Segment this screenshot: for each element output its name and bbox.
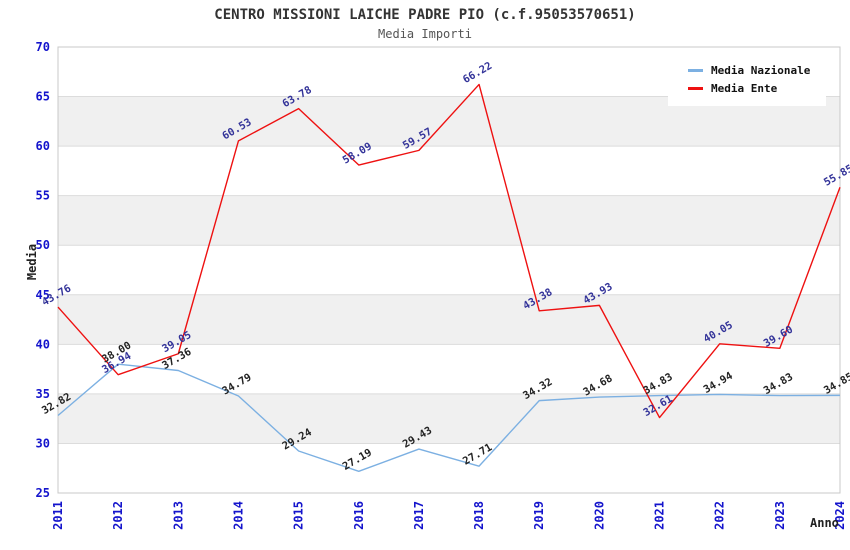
x-tick-label: 2016 [352, 501, 366, 530]
background-band [58, 195, 840, 246]
background-band [58, 393, 840, 444]
y-tick-label: 30 [36, 436, 50, 450]
data-point-label: 55.85 [822, 163, 850, 189]
x-tick-label: 2024 [833, 501, 847, 530]
y-tick-label: 45 [36, 288, 50, 302]
data-point-label: 34.85 [822, 371, 850, 397]
series-line-media-ente [57, 83, 841, 419]
y-tick-label: 65 [36, 90, 50, 104]
chart-subtitle: Media Importi [378, 27, 472, 41]
y-tick-label: 25 [36, 486, 50, 500]
data-point-label: 66.22 [461, 60, 494, 86]
y-tick-label: 40 [36, 337, 50, 351]
x-tick-label: 2022 [713, 501, 727, 530]
legend-label: Media Ente [711, 82, 778, 95]
chart-title: CENTRO MISSIONI LAICHE PADRE PIO (c.f.95… [214, 7, 636, 23]
legend-label: Media Nazionale [711, 64, 811, 77]
x-tick-label: 2012 [111, 501, 125, 530]
y-tick-label: 55 [36, 189, 50, 203]
legend: Media Nazionale Media Ente [668, 55, 826, 106]
x-tick-label: 2013 [171, 501, 185, 530]
series-line-media-nazionale [57, 363, 841, 472]
legend-item-media-ente: Media Ente [674, 81, 820, 96]
x-tick-label: 2020 [592, 501, 606, 530]
x-tick-label: 2011 [51, 501, 65, 530]
x-tick-label: 2019 [532, 501, 546, 530]
plot-border [57, 46, 841, 494]
y-tick-label: 35 [36, 387, 50, 401]
y-tick-label: 50 [36, 238, 50, 252]
data-point-label: 34.83 [762, 371, 795, 397]
y-axis-title: Media [25, 243, 40, 281]
x-tick-label: 2014 [231, 501, 245, 530]
data-point-label: 34.94 [702, 370, 735, 396]
y-tick-label: 60 [36, 139, 50, 153]
data-point-label: 27.19 [341, 447, 374, 473]
x-axis-title: Anno [810, 516, 839, 530]
x-tick-label: 2015 [292, 501, 306, 530]
data-point-label: 34.83 [641, 371, 674, 397]
media-ente-line-swatch [688, 87, 703, 90]
x-tick-label: 2023 [773, 501, 787, 530]
x-tick-label: 2018 [472, 501, 486, 530]
x-tick-label: 2021 [653, 501, 667, 530]
y-tick-label: 70 [36, 40, 50, 54]
legend-item-media-nazionale: Media Nazionale [674, 63, 820, 78]
media-nazionale-line-swatch [688, 69, 703, 72]
data-point-label: 27.71 [461, 441, 494, 467]
x-tick-label: 2017 [412, 501, 426, 530]
